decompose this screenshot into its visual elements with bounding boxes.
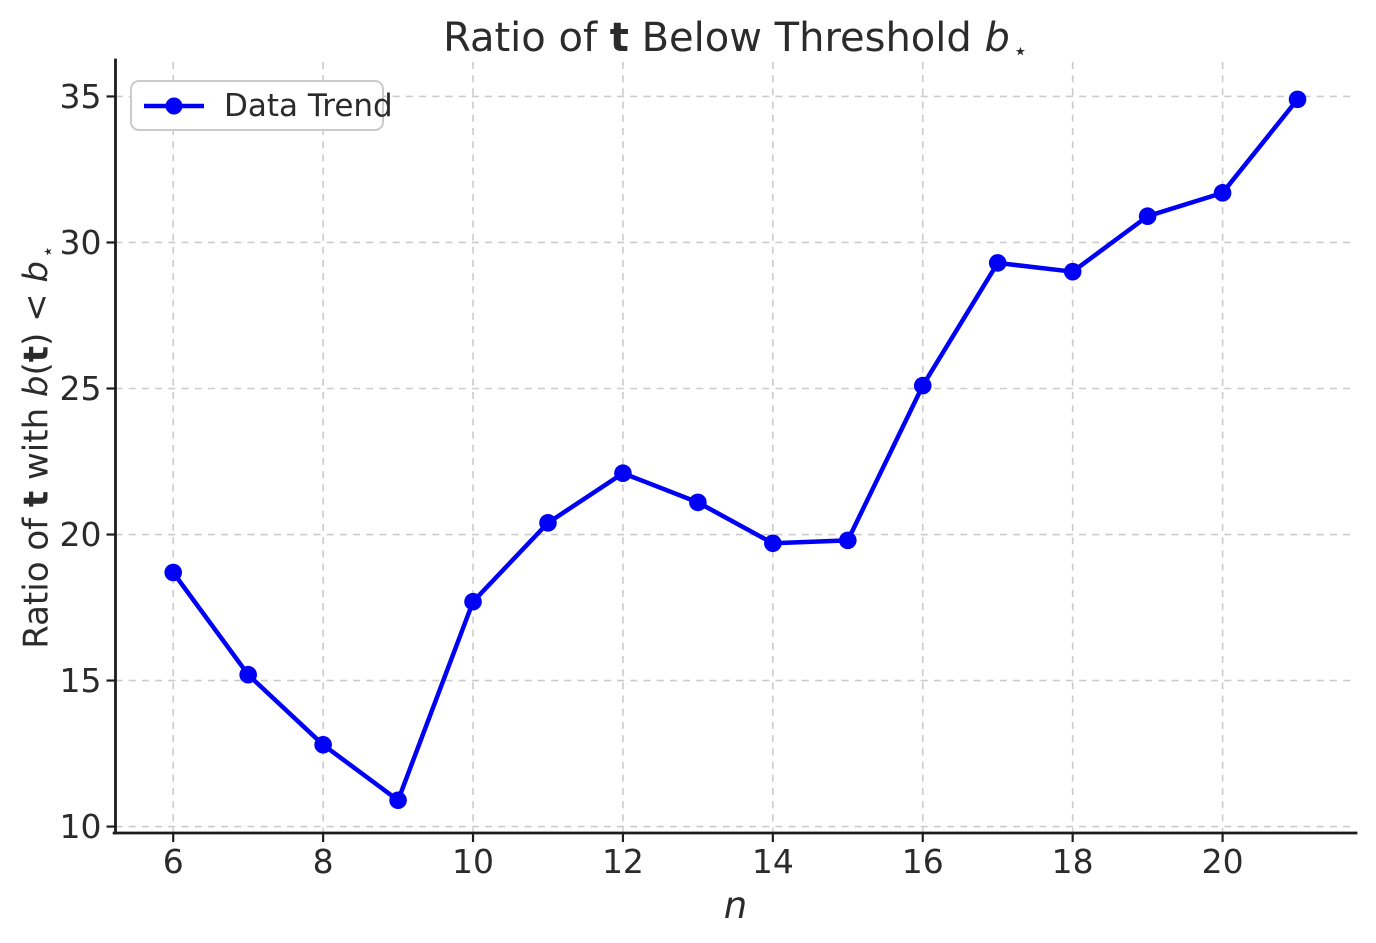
y-tick-label: 15: [60, 661, 102, 700]
axes-spines: [112, 58, 1358, 835]
x-tick-label: 18: [1052, 842, 1094, 881]
legend: Data Trend: [130, 80, 393, 131]
gridlines: [115, 62, 1356, 833]
data-point: [839, 531, 857, 550]
data-point: [239, 665, 257, 684]
y-axis-label: Ratio of t with b(t) < b⋆: [16, 245, 59, 649]
label-segment: b: [16, 260, 57, 283]
x-tick-label: 10: [452, 842, 494, 881]
data-point: [988, 254, 1007, 272]
legend-label: Data Trend: [224, 87, 393, 124]
data-point: [764, 534, 782, 553]
label-segment: t: [609, 15, 629, 61]
x-tick-label: 16: [902, 842, 944, 881]
data-point: [689, 493, 707, 512]
data-point: [614, 464, 632, 483]
x-tick-label: 8: [313, 842, 334, 881]
label-segment: ⋆: [35, 245, 60, 258]
data-point: [164, 563, 183, 582]
x-tick-label: 12: [602, 842, 644, 881]
data-point: [539, 514, 557, 532]
y-tick-label: 20: [60, 515, 102, 554]
label-segment: t: [16, 490, 57, 508]
label-segment: Ratio of: [16, 507, 57, 649]
legend-marker-icon: [165, 97, 183, 114]
data-point: [314, 736, 332, 754]
data-markers: [164, 90, 1307, 810]
x-tick-label: 20: [1202, 842, 1244, 881]
data-point: [1288, 90, 1307, 109]
label-segment: <: [16, 282, 57, 333]
label-segment: ⋆: [1012, 37, 1028, 66]
x-axis-label: n: [723, 884, 748, 927]
label-segment: b: [984, 15, 1010, 61]
tick-labels: 10 15 20 25 30 35 6 8 10 12 14 16 18 20: [60, 77, 1244, 881]
data-point: [1213, 184, 1232, 202]
data-point: [1138, 207, 1157, 225]
data-point: [389, 791, 407, 810]
label-segment: Ratio of: [443, 15, 610, 61]
y-tick-label: 35: [60, 77, 102, 116]
label-segment: with: [16, 397, 57, 491]
label-segment: ): [16, 332, 57, 346]
label-segment: Below Threshold: [628, 15, 985, 61]
y-tick-label: 30: [60, 223, 102, 262]
data-point: [1063, 262, 1082, 281]
data-point: [464, 592, 482, 611]
tick-marks: [106, 95, 1224, 842]
x-tick-label: 14: [752, 842, 794, 881]
label-segment: b: [16, 375, 57, 398]
data-line: [170, 97, 1300, 803]
x-tick-label: 6: [163, 842, 184, 881]
y-tick-label: 25: [60, 369, 102, 408]
y-tick-label: 10: [60, 807, 102, 846]
label-segment: t: [16, 345, 57, 363]
legend-line-sample: [144, 97, 204, 114]
chart-title: Ratio of t Below Threshold b ⋆: [115, 15, 1356, 66]
label-segment: (: [16, 362, 57, 376]
data-point: [913, 376, 932, 395]
